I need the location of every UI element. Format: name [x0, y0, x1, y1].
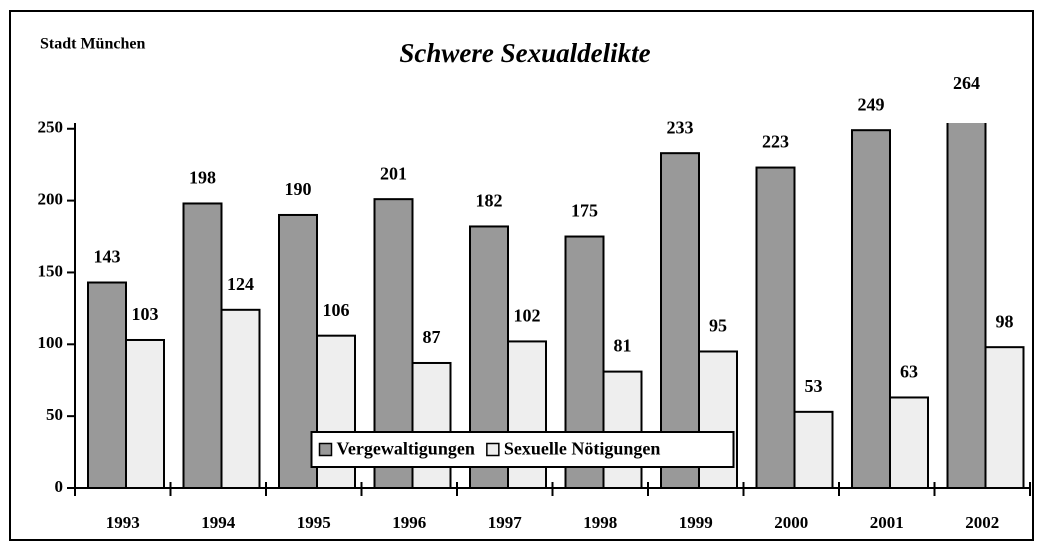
chart-title: Schwere Sexualdelikte — [399, 38, 650, 68]
data-label: 124 — [227, 274, 254, 294]
legend-swatch — [318, 442, 333, 457]
data-label: 87 — [423, 327, 441, 347]
legend-label: Sexuelle Nötigungen — [504, 439, 661, 459]
x-tick-label: 2000 — [774, 513, 808, 532]
data-label: 103 — [132, 304, 159, 324]
bar — [851, 129, 891, 488]
bar — [87, 281, 127, 488]
y-tick-label: 200 — [38, 190, 64, 209]
data-label: 81 — [614, 336, 632, 356]
data-label: 198 — [189, 168, 216, 188]
bar — [220, 308, 261, 488]
x-tick-label: 2002 — [965, 513, 999, 532]
x-tick-label: 1993 — [106, 513, 140, 532]
data-label: 233 — [667, 117, 694, 137]
bar — [182, 202, 223, 488]
data-label: 182 — [476, 191, 503, 211]
data-label: 102 — [514, 306, 541, 326]
x-tick-label: 1997 — [488, 513, 523, 532]
bar — [411, 361, 452, 488]
x-tick-label: 1994 — [201, 513, 236, 532]
bar — [602, 370, 643, 488]
y-tick-label: 0 — [55, 477, 64, 496]
data-label: 190 — [285, 179, 312, 199]
bar — [125, 338, 165, 488]
data-label: 63 — [900, 362, 918, 382]
bar — [755, 166, 796, 488]
x-tick-label: 1998 — [583, 513, 617, 532]
x-tick-label: 1999 — [679, 513, 713, 532]
data-label: 175 — [571, 201, 598, 221]
x-tick-label: 1995 — [297, 513, 331, 532]
data-label: 223 — [762, 132, 789, 152]
x-tick-label: 1996 — [392, 513, 426, 532]
bar — [889, 396, 929, 488]
x-tick-label: 2001 — [870, 513, 904, 532]
legend-label: Vergewaltigungen — [337, 439, 475, 459]
legend-box — [310, 431, 735, 468]
bar — [984, 346, 1025, 488]
bar — [793, 410, 834, 488]
data-label: 53 — [805, 376, 823, 396]
data-label: 143 — [94, 247, 121, 267]
data-label: 95 — [709, 316, 727, 336]
chart-subtitle: Stadt München — [40, 36, 145, 53]
y-tick-label: 150 — [38, 261, 64, 280]
bar — [946, 123, 987, 488]
y-tick-label: 250 — [38, 118, 64, 137]
data-label: 106 — [323, 300, 350, 320]
data-label: 98 — [996, 311, 1014, 331]
data-label: 264 — [953, 73, 980, 93]
data-label: 249 — [858, 94, 885, 114]
y-tick-label: 50 — [46, 405, 63, 424]
bars — [87, 123, 1025, 488]
legend-swatch — [486, 442, 500, 457]
y-tick-label: 100 — [38, 333, 64, 352]
data-label: 201 — [380, 163, 407, 183]
